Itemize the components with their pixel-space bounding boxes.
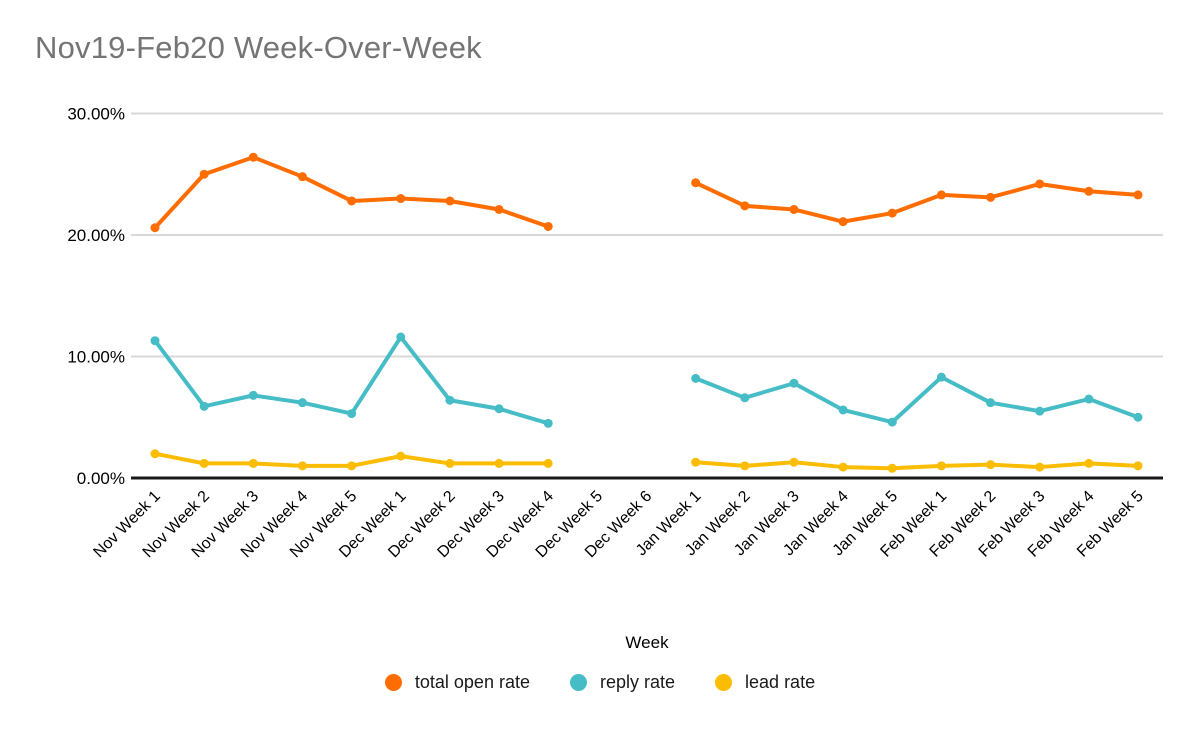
- data-point: [691, 457, 701, 467]
- y-tick-label: 30.00%: [67, 105, 125, 124]
- data-point: [248, 390, 258, 400]
- data-point: [543, 458, 553, 468]
- data-point: [396, 194, 406, 204]
- data-point: [1035, 406, 1045, 416]
- series-layer: [150, 152, 1143, 473]
- data-point: [887, 417, 897, 427]
- legend-label: total open rate: [414, 672, 530, 692]
- y-tick-label: 0.00%: [77, 469, 125, 488]
- data-point: [740, 393, 750, 403]
- y-tick-label: 10.00%: [67, 348, 125, 367]
- data-point: [1084, 458, 1094, 468]
- data-point: [347, 196, 357, 206]
- data-point: [838, 405, 848, 415]
- data-point: [887, 463, 897, 473]
- data-point: [838, 217, 848, 227]
- data-point: [986, 398, 996, 408]
- data-point: [1035, 179, 1045, 189]
- data-point: [150, 449, 160, 459]
- data-point: [936, 372, 946, 382]
- data-point: [1035, 462, 1045, 472]
- series-line: [693, 375, 1140, 425]
- data-point: [347, 461, 357, 471]
- data-point: [543, 221, 553, 231]
- data-point: [248, 152, 258, 162]
- data-point: [297, 172, 307, 182]
- series-line: [153, 155, 551, 230]
- data-point: [986, 192, 996, 202]
- data-point: [1084, 186, 1094, 196]
- data-point: [150, 223, 160, 233]
- series-line: [693, 460, 1140, 471]
- data-point: [838, 462, 848, 472]
- series-line: [693, 180, 1140, 224]
- data-point: [936, 190, 946, 200]
- legend-item-total-open-rate: total open rate: [384, 672, 530, 693]
- data-point: [347, 409, 357, 419]
- data-point: [494, 204, 504, 214]
- data-point: [297, 461, 307, 471]
- data-point: [445, 196, 455, 206]
- data-point: [936, 461, 946, 471]
- data-point: [740, 201, 750, 211]
- series-reply-rate: [150, 332, 1143, 428]
- data-point: [789, 457, 799, 467]
- x-axis-title: Week: [625, 633, 669, 652]
- legend-item-lead-rate: lead rate: [715, 672, 815, 693]
- data-point: [1133, 190, 1143, 200]
- data-point: [691, 178, 701, 188]
- legend-dot-icon: [715, 674, 733, 691]
- data-point: [248, 458, 258, 468]
- data-point: [396, 451, 406, 461]
- data-point: [494, 404, 504, 414]
- data-point: [986, 460, 996, 470]
- data-point: [199, 458, 209, 468]
- data-point: [199, 169, 209, 179]
- data-point: [494, 458, 504, 468]
- legend-label: reply rate: [599, 672, 676, 692]
- data-point: [1084, 394, 1094, 404]
- data-point: [691, 373, 701, 383]
- data-point: [789, 204, 799, 214]
- data-point: [543, 418, 553, 428]
- data-point: [887, 208, 897, 218]
- data-point: [445, 458, 455, 468]
- y-tick-label: 20.00%: [67, 226, 125, 245]
- data-point: [199, 401, 209, 411]
- data-point: [297, 398, 307, 408]
- chart-legend: total open rate reply rate lead rate: [0, 672, 1200, 693]
- legend-label: lead rate: [745, 672, 816, 692]
- series-total-open-rate: [150, 152, 1143, 233]
- gridlines: [131, 112, 1163, 480]
- data-point: [1133, 412, 1143, 422]
- data-point: [445, 395, 455, 405]
- legend-item-reply-rate: reply rate: [569, 672, 676, 693]
- legend-dot-icon: [384, 674, 402, 691]
- data-point: [1133, 461, 1143, 471]
- y-axis-labels: 30.00% 20.00% 10.00% 0.00%: [67, 105, 125, 489]
- data-point: [150, 336, 160, 346]
- series-lead-rate: [150, 449, 1143, 473]
- chart-title: Nov19-Feb20 Week-Over-Week: [35, 30, 482, 65]
- data-point: [789, 378, 799, 388]
- legend-dot-icon: [569, 674, 587, 691]
- data-point: [396, 332, 406, 342]
- data-point: [740, 461, 750, 471]
